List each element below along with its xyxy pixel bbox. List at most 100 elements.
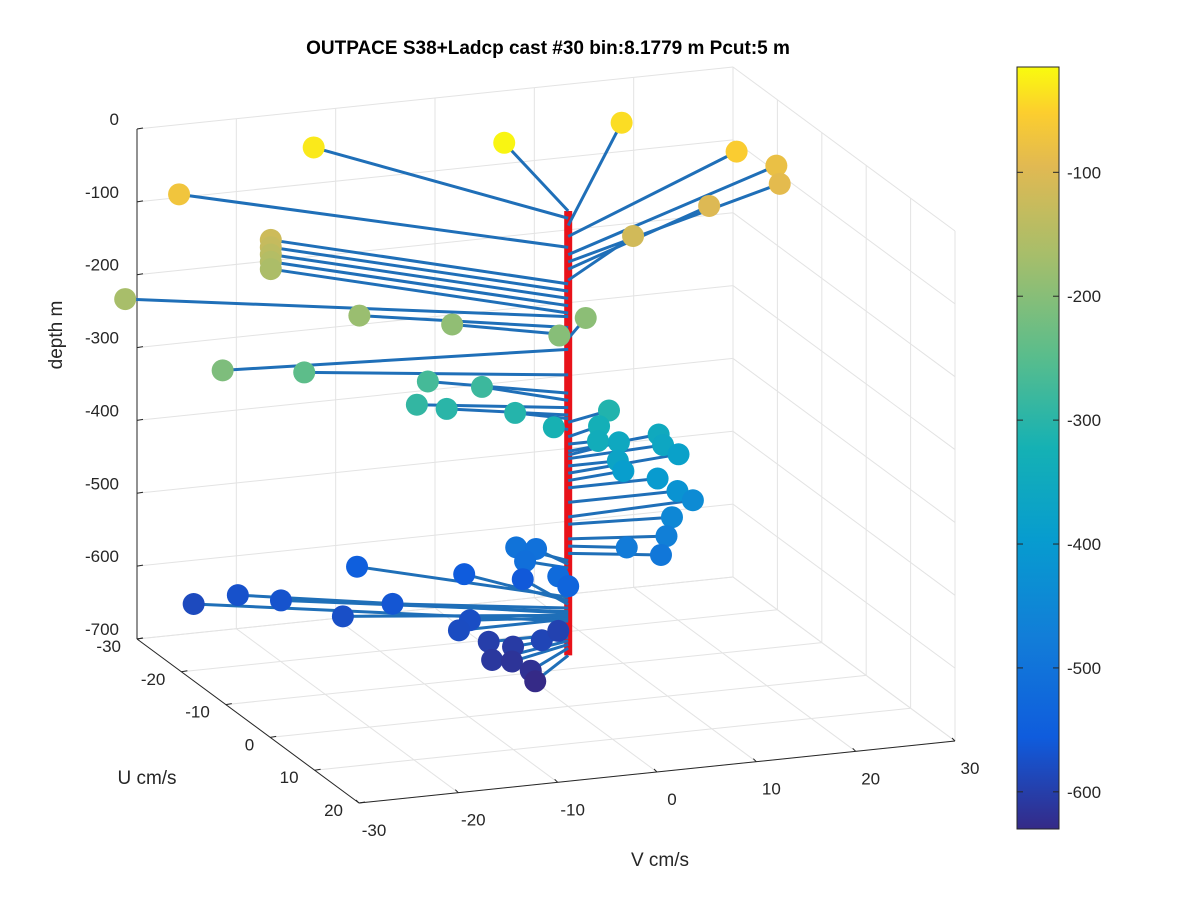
- z-tick-label: -600: [85, 547, 119, 566]
- z-tick-mark: [136, 491, 144, 494]
- grid-line-floor-u: [314, 707, 911, 771]
- grid-line-back-z: [136, 66, 734, 130]
- velocity-point: [500, 650, 523, 673]
- velocity-point: [302, 136, 325, 159]
- y-tick-label: 20: [324, 801, 343, 820]
- grid-line-floor-v: [335, 617, 558, 783]
- velocity-point: [660, 506, 683, 529]
- velocity-point: [612, 460, 635, 483]
- velocity-point: [681, 489, 704, 512]
- colorbar-tick-label: -200: [1067, 287, 1101, 306]
- velocity-point: [622, 225, 645, 248]
- y-tick-mark: [314, 768, 321, 771]
- grid-line-floor-v: [633, 586, 856, 752]
- velocity-point: [698, 194, 721, 217]
- x-tick-label: 10: [762, 780, 781, 799]
- y-tick-label: -30: [96, 637, 121, 656]
- axes-grid: [136, 66, 956, 804]
- grid-line-side-z: [732, 358, 956, 523]
- grid-line-floor-u: [270, 674, 867, 738]
- velocity-point: [607, 431, 630, 454]
- grid-line-back-z: [136, 503, 734, 567]
- y-tick-mark: [270, 735, 277, 738]
- velocity-point: [441, 313, 464, 336]
- z-tick-label: -300: [85, 329, 119, 348]
- velocity-point: [331, 605, 354, 628]
- velocity-vector: [427, 380, 569, 395]
- grid-line-floor-u: [136, 576, 734, 640]
- axis-tick-labels: 0-100-200-300-400-500-600-700-30-20-1001…: [85, 110, 979, 840]
- colorbar-tick-label: -300: [1067, 411, 1101, 430]
- velocity-vector: [270, 253, 569, 300]
- grid-line-side-z: [732, 66, 956, 232]
- colorbar-tick-label: -600: [1067, 783, 1101, 802]
- velocity-point: [477, 630, 500, 653]
- x-tick-label: -10: [560, 800, 585, 819]
- velocity-point: [211, 359, 234, 382]
- grid-line-floor-v: [434, 607, 658, 773]
- grid-line-back-z: [136, 139, 734, 203]
- z-tick-label: -400: [85, 401, 119, 420]
- y-tick-label: 0: [245, 735, 254, 754]
- velocity-vector: [568, 534, 667, 541]
- velocity-point: [453, 563, 476, 586]
- grid-line-side-z: [732, 503, 956, 669]
- velocity-vector: [568, 498, 694, 519]
- velocity-point: [655, 525, 678, 548]
- y-tick-label: -20: [141, 670, 166, 689]
- x-tick-label: 20: [861, 769, 880, 788]
- y-tick-mark: [358, 801, 366, 804]
- z-tick-mark: [136, 127, 144, 130]
- velocity-point: [114, 288, 137, 311]
- velocity-vector: [568, 489, 678, 504]
- x-tick-label: 30: [961, 759, 980, 778]
- y-tick-mark: [136, 637, 144, 640]
- y-tick-label: -10: [185, 703, 210, 722]
- velocity-point: [447, 619, 470, 642]
- y-tick-label: 10: [280, 768, 299, 787]
- grid-line-floor-v: [732, 576, 956, 742]
- x-tick-mark: [752, 758, 757, 763]
- z-tick-mark: [136, 273, 144, 276]
- x-tick-mark: [951, 737, 956, 742]
- y-tick-mark: [225, 703, 232, 706]
- y-tick-mark: [181, 670, 188, 673]
- velocity-point: [646, 467, 669, 490]
- velocity-point: [610, 111, 633, 134]
- x-tick-label: -20: [461, 811, 486, 830]
- velocity-point: [511, 568, 534, 591]
- velocity-point: [470, 375, 493, 398]
- x-tick-mark: [653, 768, 658, 773]
- velocity-point: [524, 670, 547, 693]
- velocity-point: [293, 361, 316, 384]
- velocity-vector: [304, 370, 569, 377]
- grid-line-side-z: [732, 212, 956, 378]
- velocity-vector: [568, 515, 673, 526]
- velocity-vector: [270, 267, 569, 315]
- velocity-vector: [566, 122, 623, 227]
- x-axis-label: V cm/s: [631, 850, 689, 871]
- velocity-vector: [567, 150, 738, 238]
- grid-line-back-z: [136, 285, 734, 349]
- velocity-point: [597, 399, 620, 422]
- velocity-vector: [567, 234, 634, 282]
- velocity-vector: [270, 245, 569, 293]
- velocity-point: [667, 443, 690, 466]
- velocity-vector: [270, 260, 569, 308]
- velocity-point: [435, 397, 458, 420]
- velocity-vector: [270, 238, 569, 286]
- velocity-point: [542, 416, 565, 439]
- velocity-point: [269, 589, 292, 612]
- chart-title: OUTPACE S38+Ladcp cast #30 bin:8.1779 m …: [306, 38, 790, 59]
- velocity-point: [649, 543, 672, 566]
- velocity-point: [405, 393, 428, 416]
- z-tick-label: -500: [85, 474, 119, 493]
- velocity-vector: [567, 164, 777, 257]
- velocity-vector: [481, 385, 569, 402]
- y-axis-line: [136, 638, 360, 804]
- velocity-point: [768, 172, 791, 195]
- velocity-point: [765, 154, 788, 177]
- velocity-point: [530, 629, 553, 652]
- velocity-point: [548, 324, 571, 347]
